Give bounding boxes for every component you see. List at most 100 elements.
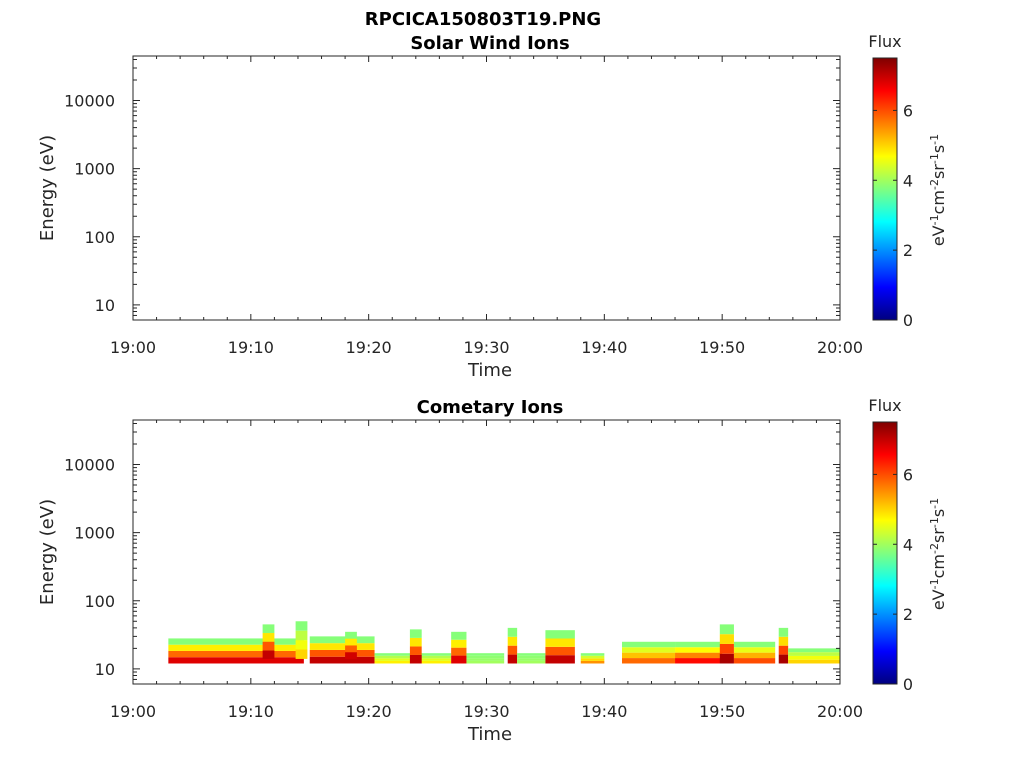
colorbar [872, 57, 898, 321]
colorbar-tick-label: 0 [903, 311, 913, 330]
spectrogram-band [675, 647, 723, 653]
spectrogram-band [295, 630, 308, 641]
spectrogram-band [466, 660, 505, 664]
spectrogram-band [168, 638, 304, 645]
figure-title: RPCICA150803T19.PNG [365, 9, 601, 30]
spectrogram-band [409, 637, 422, 647]
spectrogram-band [580, 655, 605, 659]
spectrogram-band [451, 655, 467, 664]
spectrogram-band [788, 659, 840, 664]
x-tick-label: 19:40 [581, 338, 627, 357]
spectrogram-band [451, 639, 467, 648]
x-tick-label: 19:20 [346, 338, 392, 357]
spectrogram-band [733, 641, 776, 648]
colorbar-ticks: 0 2 4 6 [873, 465, 913, 694]
spectrogram-band [545, 655, 575, 664]
colorbar [872, 421, 898, 685]
cometary-panel: Cometary Ions 19:00 19:10 19:20 19:30 19:40 1… [37, 396, 948, 745]
spectrogram-band [580, 660, 605, 664]
spectrogram-band [675, 641, 723, 648]
spectrogram-band [507, 627, 518, 637]
spectrogram-band [788, 655, 840, 660]
colorbar-tick-label: 4 [903, 535, 913, 554]
spectrogram-band [622, 641, 676, 648]
spectrogram-band [788, 652, 840, 656]
spectrogram-band [719, 634, 734, 644]
spectrogram-band [517, 660, 546, 664]
spectrogram-band [719, 643, 734, 654]
colorbar-tick-label: 2 [903, 605, 913, 624]
y-tick-label: 10 [95, 660, 115, 679]
spectrogram-band [580, 658, 605, 661]
spectrogram-band [622, 658, 676, 664]
x-tick-label: 19:20 [346, 702, 392, 721]
x-axis-label: Time [467, 360, 512, 381]
spectrogram-band [168, 644, 304, 651]
x-tick-label: 19:00 [110, 702, 156, 721]
x-tick-label: 20:00 [817, 702, 863, 721]
y-tick-label: 1000 [74, 160, 115, 179]
panel-title: Solar Wind Ions [410, 33, 569, 54]
x-tick-label: 19:10 [228, 702, 274, 721]
spectrogram-band [778, 627, 789, 637]
colorbar-units-label: eV-1cm-2sr-1s-1 [928, 134, 948, 246]
spectrogram-band [517, 653, 546, 656]
colorbar-title: Flux [868, 396, 901, 415]
spectrogram-band [517, 658, 546, 661]
spectrogram-band [466, 653, 505, 656]
spectrogram-band [466, 655, 505, 659]
spectrogram-band [409, 646, 422, 655]
y-axis-label: Energy (eV) [37, 135, 58, 241]
spectrogram-band [675, 658, 723, 664]
spectrogram-band [345, 638, 357, 646]
y-tick-label: 100 [84, 592, 115, 611]
spectrogram-band [545, 646, 575, 656]
spectrogram-band [778, 654, 789, 664]
x-tick-label: 19:50 [699, 702, 745, 721]
colorbar-ticks: 0 2 4 6 [873, 101, 913, 330]
spectrogram-band [345, 631, 357, 639]
spectrogram-band [345, 645, 357, 653]
x-tick-label: 19:50 [699, 338, 745, 357]
spectrogram-band [262, 650, 275, 659]
colorbar-tick-label: 2 [903, 241, 913, 260]
plot-area [168, 621, 840, 664]
spectrogram-band [409, 629, 422, 638]
spectrogram-band [507, 654, 518, 664]
y-tick-label: 10000 [64, 92, 115, 111]
spectrogram-band [733, 652, 776, 659]
spectrogram-band [262, 641, 275, 651]
spectrogram-band [309, 649, 375, 657]
spectrogram-band [309, 636, 375, 644]
spectrogram-band [451, 631, 467, 640]
colorbar-tick-label: 4 [903, 171, 913, 190]
spectrogram-band [507, 645, 518, 655]
solar-wind-panel: Solar Wind Ions 19:00 19:10 19:20 19:30 19:4… [37, 32, 948, 381]
x-tick-label: 20:00 [817, 338, 863, 357]
spectrogram-band [545, 630, 575, 639]
axis-ticks: 19:00 19:10 19:20 19:30 19:40 19:50 20:00 10 100… [64, 420, 863, 721]
spectrogram-band [309, 643, 375, 650]
spectrogram-band [507, 636, 518, 646]
y-tick-label: 10 [95, 296, 115, 315]
axes-frame [132, 55, 841, 321]
spectrogram-band [409, 654, 422, 664]
spectrogram-band [719, 653, 734, 664]
spectrogram-band [517, 655, 546, 659]
spectrogram-band [295, 649, 308, 659]
spectrogram-band [675, 652, 723, 659]
x-axis-label: Time [467, 724, 512, 745]
spectrogram-band [168, 657, 304, 664]
spectrogram-band [719, 624, 734, 635]
x-tick-label: 19:40 [581, 702, 627, 721]
spectrogram-band [778, 645, 789, 655]
spectrogram-band [295, 640, 308, 650]
colorbar-units-label: eV-1cm-2sr-1s-1 [928, 498, 948, 610]
spectrogram-band [580, 653, 605, 656]
spectrogram-band [345, 652, 357, 659]
spectrogram-band [622, 647, 676, 653]
spectrogram-band [622, 652, 676, 659]
colorbar-tick-label: 6 [903, 101, 913, 120]
spectrogram-band [788, 648, 840, 653]
